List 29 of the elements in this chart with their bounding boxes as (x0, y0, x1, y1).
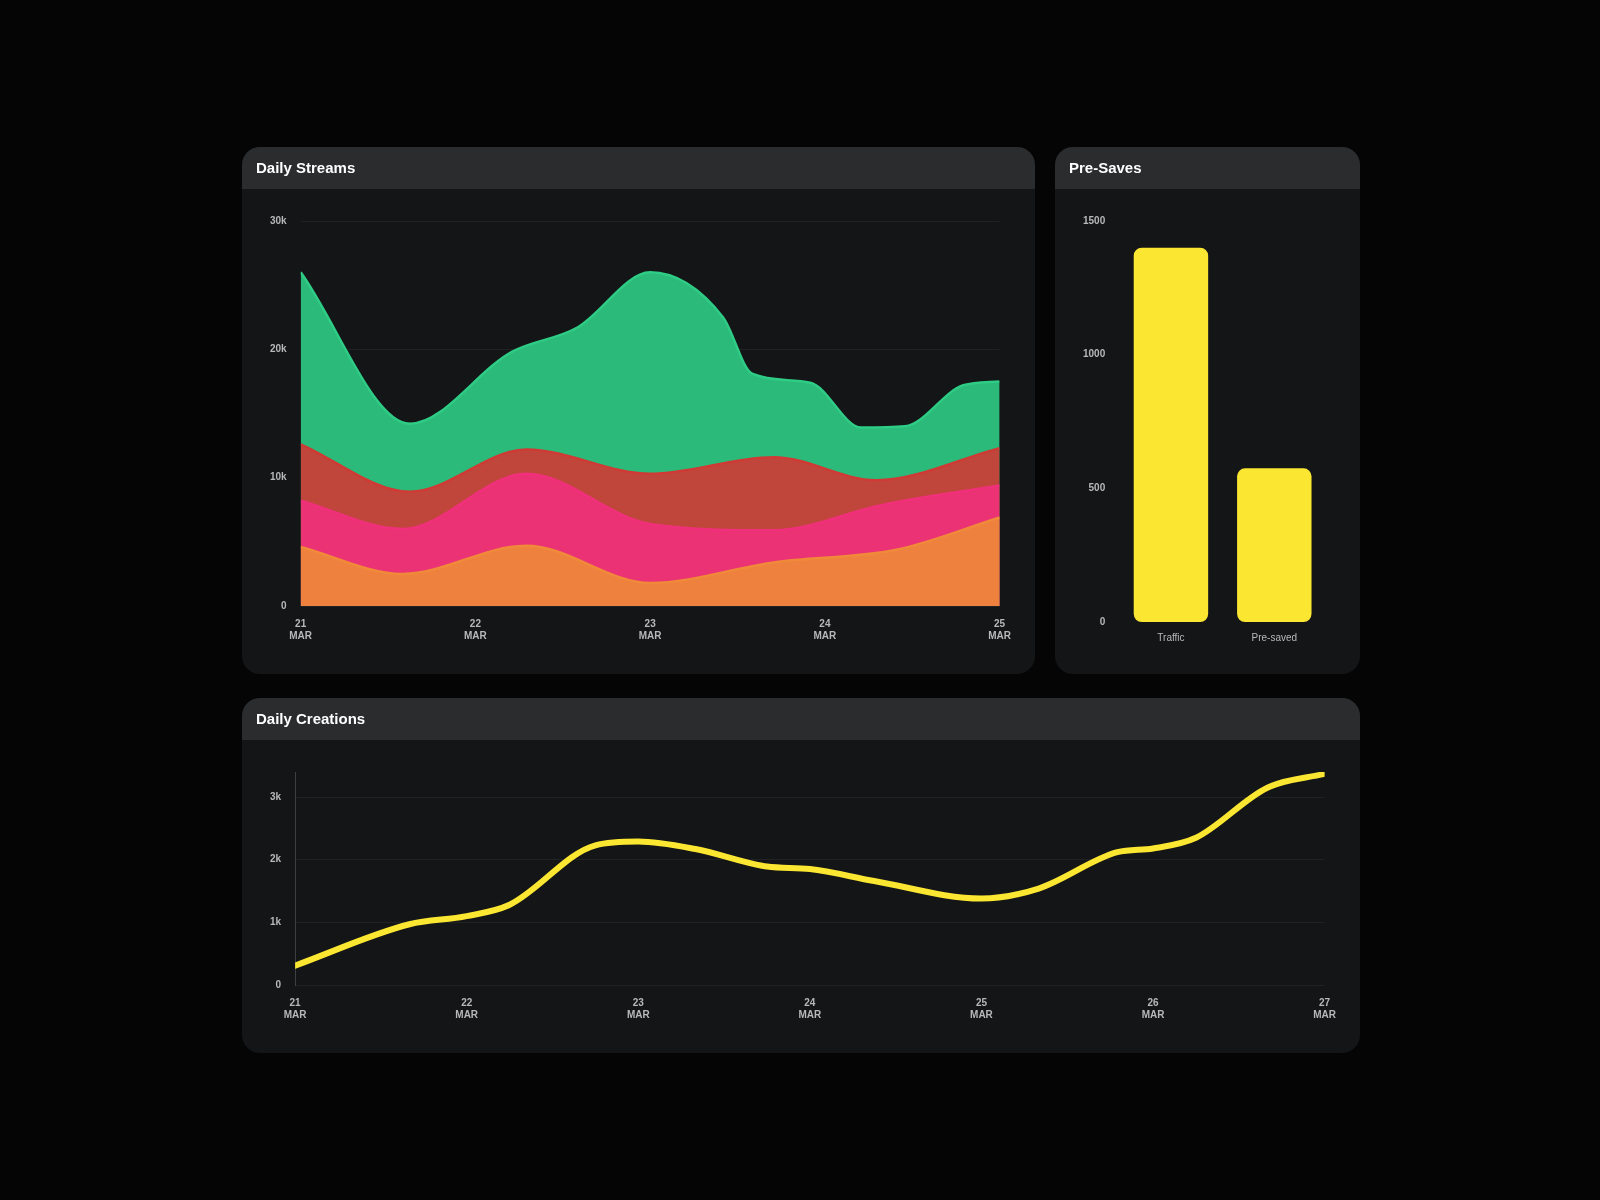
y-tick-label: 10k (270, 471, 288, 483)
x-tick-label: 25 MAR (970, 996, 994, 1020)
x-tick-label: Traffic (1157, 631, 1185, 643)
chart-title: Daily Streams (242, 147, 1035, 189)
x-tick-label: 21 MAR (289, 617, 313, 641)
x-tick-label: 24 MAR (798, 996, 823, 1020)
y-tick-label: 1k (270, 916, 282, 928)
y-tick-label: 3k (270, 790, 282, 802)
y-tick-label: 1000 (1083, 348, 1106, 360)
x-tick-label: 27 MAR (1313, 996, 1337, 1020)
y-tick-label: 2k (270, 853, 282, 865)
x-tick-label: 23 MAR (638, 617, 663, 641)
y-tick-label: 500 (1088, 482, 1106, 494)
x-tick-label: 22 MAR (464, 617, 488, 641)
y-tick-label: 20k (270, 343, 288, 355)
y-tick-label: 0 (281, 599, 288, 611)
x-tick-label: 24 MAR (813, 617, 838, 641)
x-tick-label: 22 MAR (455, 996, 479, 1020)
y-tick-label: 30k (270, 214, 288, 226)
chart-title: Pre-Saves (1055, 147, 1360, 189)
y-tick-label: 0 (1099, 615, 1106, 627)
y-tick-label: 0 (275, 978, 282, 990)
x-tick-label: 26 MAR (1141, 996, 1166, 1020)
y-tick-label: 1500 (1083, 214, 1106, 226)
x-tick-label: 23 MAR (626, 996, 651, 1020)
x-tick-label: 25 MAR (988, 617, 1012, 641)
chart-title: Daily Creations (242, 698, 1360, 740)
x-tick-label: Pre-saved (1251, 631, 1298, 643)
x-tick-label: 21 MAR (283, 996, 308, 1020)
